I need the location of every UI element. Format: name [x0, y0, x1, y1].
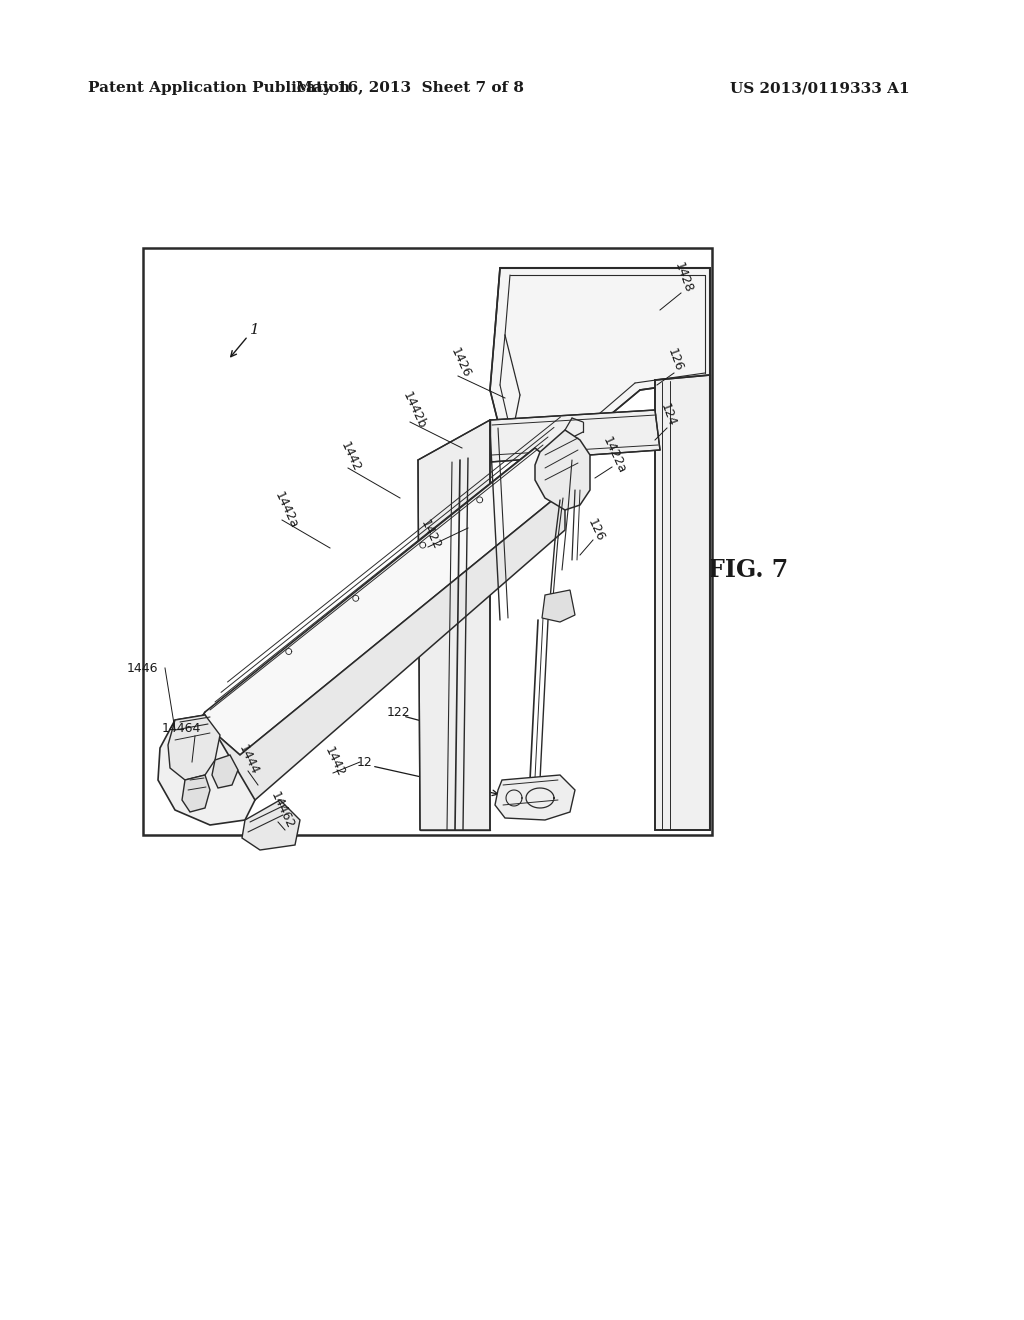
- Polygon shape: [158, 715, 255, 825]
- Polygon shape: [418, 420, 490, 830]
- Text: 1442a: 1442a: [272, 490, 300, 531]
- Text: 1442: 1442: [322, 744, 347, 779]
- Polygon shape: [242, 800, 300, 850]
- Polygon shape: [495, 775, 575, 820]
- Text: Patent Application Publication: Patent Application Publication: [88, 81, 350, 95]
- Polygon shape: [655, 375, 710, 830]
- Polygon shape: [200, 447, 565, 755]
- Text: May 16, 2013  Sheet 7 of 8: May 16, 2013 Sheet 7 of 8: [296, 81, 524, 95]
- Text: 1: 1: [250, 323, 260, 337]
- Polygon shape: [212, 755, 238, 788]
- Text: 1426: 1426: [449, 346, 473, 380]
- Text: 126: 126: [585, 516, 607, 544]
- Bar: [143, 248, 712, 836]
- Text: 1442b: 1442b: [400, 389, 428, 430]
- Text: 122: 122: [387, 705, 411, 718]
- Text: 126: 126: [665, 347, 685, 374]
- Text: 14462: 14462: [268, 789, 296, 830]
- Text: FIG. 7: FIG. 7: [708, 558, 788, 582]
- Text: 1442: 1442: [338, 440, 364, 474]
- Polygon shape: [200, 490, 565, 800]
- Text: 1422a: 1422a: [600, 434, 629, 475]
- Text: 14464: 14464: [162, 722, 202, 734]
- Polygon shape: [542, 590, 575, 622]
- Polygon shape: [535, 430, 590, 510]
- Polygon shape: [182, 775, 210, 812]
- Text: 12: 12: [357, 755, 373, 768]
- Polygon shape: [490, 268, 710, 440]
- Text: 1444: 1444: [236, 743, 261, 777]
- Text: 124: 124: [658, 401, 678, 428]
- Polygon shape: [168, 715, 220, 780]
- Text: US 2013/0119333 A1: US 2013/0119333 A1: [730, 81, 909, 95]
- Polygon shape: [490, 411, 660, 462]
- Text: 1428: 1428: [672, 261, 695, 296]
- Text: 1446: 1446: [127, 661, 159, 675]
- Text: 1422: 1422: [418, 517, 443, 552]
